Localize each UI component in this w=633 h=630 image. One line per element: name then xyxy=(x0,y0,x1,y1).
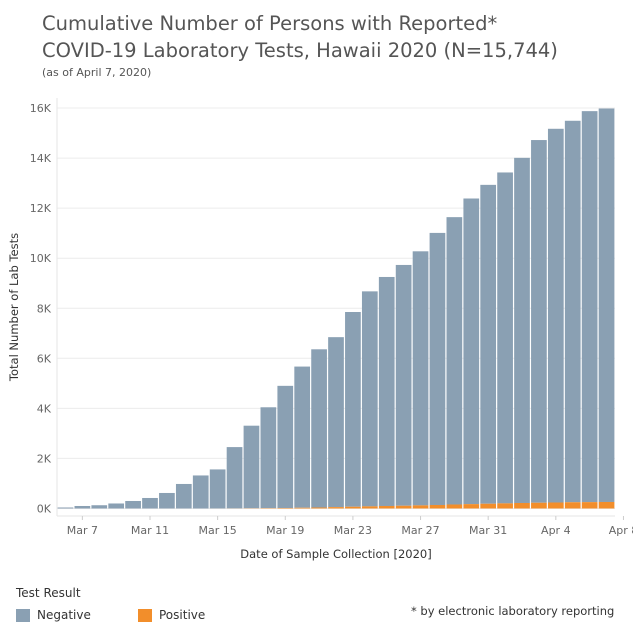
bar-negative xyxy=(446,217,463,505)
y-tick-label: 8K xyxy=(37,302,52,315)
bar-negative xyxy=(142,497,158,509)
bar-negative xyxy=(463,198,480,505)
bar-negative xyxy=(311,349,327,508)
bar-negative xyxy=(531,140,547,503)
chart-title-line2: COVID-19 Laboratory Tests, Hawaii 2020 (… xyxy=(42,39,558,62)
x-tick-label: Mar 31 xyxy=(469,524,507,537)
bar-negative xyxy=(277,385,294,508)
bar-negative xyxy=(175,483,192,509)
bar-positive xyxy=(277,507,294,509)
y-tick-label: 4K xyxy=(37,402,52,415)
bar-negative xyxy=(57,507,74,509)
x-tick-label: Apr 4 xyxy=(541,524,571,537)
bar-negative xyxy=(412,251,429,506)
x-axis-title: Date of Sample Collection [2020] xyxy=(240,547,431,561)
bar-negative xyxy=(480,184,497,504)
x-tick-label: Mar 7 xyxy=(67,524,98,537)
bar-negative xyxy=(192,475,209,509)
y-tick-label: 10K xyxy=(30,252,52,265)
bar-positive xyxy=(581,502,598,509)
bar-negative xyxy=(91,505,108,509)
bar-negative xyxy=(125,500,141,509)
x-tick-label: Apr 8 xyxy=(609,524,633,537)
bar-positive xyxy=(311,507,327,509)
y-tick-label: 0K xyxy=(37,502,52,515)
bar-negative xyxy=(108,503,125,509)
y-tick-label: 12K xyxy=(30,202,52,215)
bar-negative xyxy=(328,337,344,508)
bar-negative xyxy=(564,120,581,503)
bar-positive xyxy=(547,502,564,509)
bar-negative xyxy=(294,366,311,508)
bar-positive xyxy=(345,506,361,509)
bar-negative xyxy=(345,312,361,507)
legend-label-positive: Positive xyxy=(159,608,206,622)
y-tick-label: 16K xyxy=(30,102,52,115)
legend-item-positive[interactable]: Positive xyxy=(138,608,205,622)
bar-positive xyxy=(598,501,615,509)
bar-negative xyxy=(243,425,260,509)
x-tick-label: Mar 11 xyxy=(131,524,169,537)
bar-negative xyxy=(361,291,378,507)
bar-negative xyxy=(395,264,412,506)
legend-title: Test Result xyxy=(16,586,81,600)
bar-positive xyxy=(361,506,378,509)
y-tick-label: 14K xyxy=(30,152,52,165)
y-tick-label: 2K xyxy=(37,452,52,465)
x-tick-label: Mar 27 xyxy=(401,524,439,537)
chart-title: Cumulative Number of Persons with Report… xyxy=(42,10,558,64)
chart-subtitle: (as of April 7, 2020) xyxy=(42,66,152,79)
legend: Test Result Negative Positive xyxy=(16,586,205,622)
legend-swatch-negative xyxy=(16,608,30,622)
bar-negative xyxy=(209,469,226,509)
bar-positive xyxy=(395,505,412,509)
y-tick-label: 6K xyxy=(37,352,52,365)
bar-negative xyxy=(497,172,513,504)
bar-positive xyxy=(514,502,530,509)
bar-positive xyxy=(480,503,497,509)
bar-positive xyxy=(328,507,344,509)
bar-positive xyxy=(463,504,480,509)
bar-positive xyxy=(412,505,429,509)
bar-positive xyxy=(294,507,311,509)
bar-negative xyxy=(581,111,598,503)
bar-positive xyxy=(429,504,446,509)
bar-negative xyxy=(74,505,91,509)
bar-negative xyxy=(226,447,243,509)
bar-negative xyxy=(159,492,175,509)
bar-positive xyxy=(531,502,547,509)
x-tick-label: Mar 23 xyxy=(334,524,372,537)
bar-negative xyxy=(260,407,277,509)
bar-negative xyxy=(547,128,564,503)
bar-negative xyxy=(429,232,446,505)
chart-title-line1: Cumulative Number of Persons with Report… xyxy=(42,12,498,35)
x-tick-label: Mar 19 xyxy=(266,524,304,537)
legend-item-negative[interactable]: Negative xyxy=(16,608,91,622)
x-tick-label: Mar 15 xyxy=(199,524,237,537)
bar-positive xyxy=(564,502,581,509)
stacked-bar-chart: 0K 2K 4K 6K 8K 10K 12K 14K 16K Mar 7 Mar 11 Mar 15 M… xyxy=(7,98,633,561)
bar-negative xyxy=(514,157,530,503)
bar-negative xyxy=(598,108,615,502)
bar-positive xyxy=(446,504,463,509)
bar-positive xyxy=(378,505,395,509)
bar-negative xyxy=(378,276,395,506)
y-axis-title: Total Number of Lab Tests xyxy=(7,233,21,382)
legend-label-negative: Negative xyxy=(37,608,91,622)
legend-swatch-positive xyxy=(138,608,152,622)
bar-positive xyxy=(497,503,513,509)
footnote: * by electronic laboratory reporting xyxy=(411,604,615,618)
